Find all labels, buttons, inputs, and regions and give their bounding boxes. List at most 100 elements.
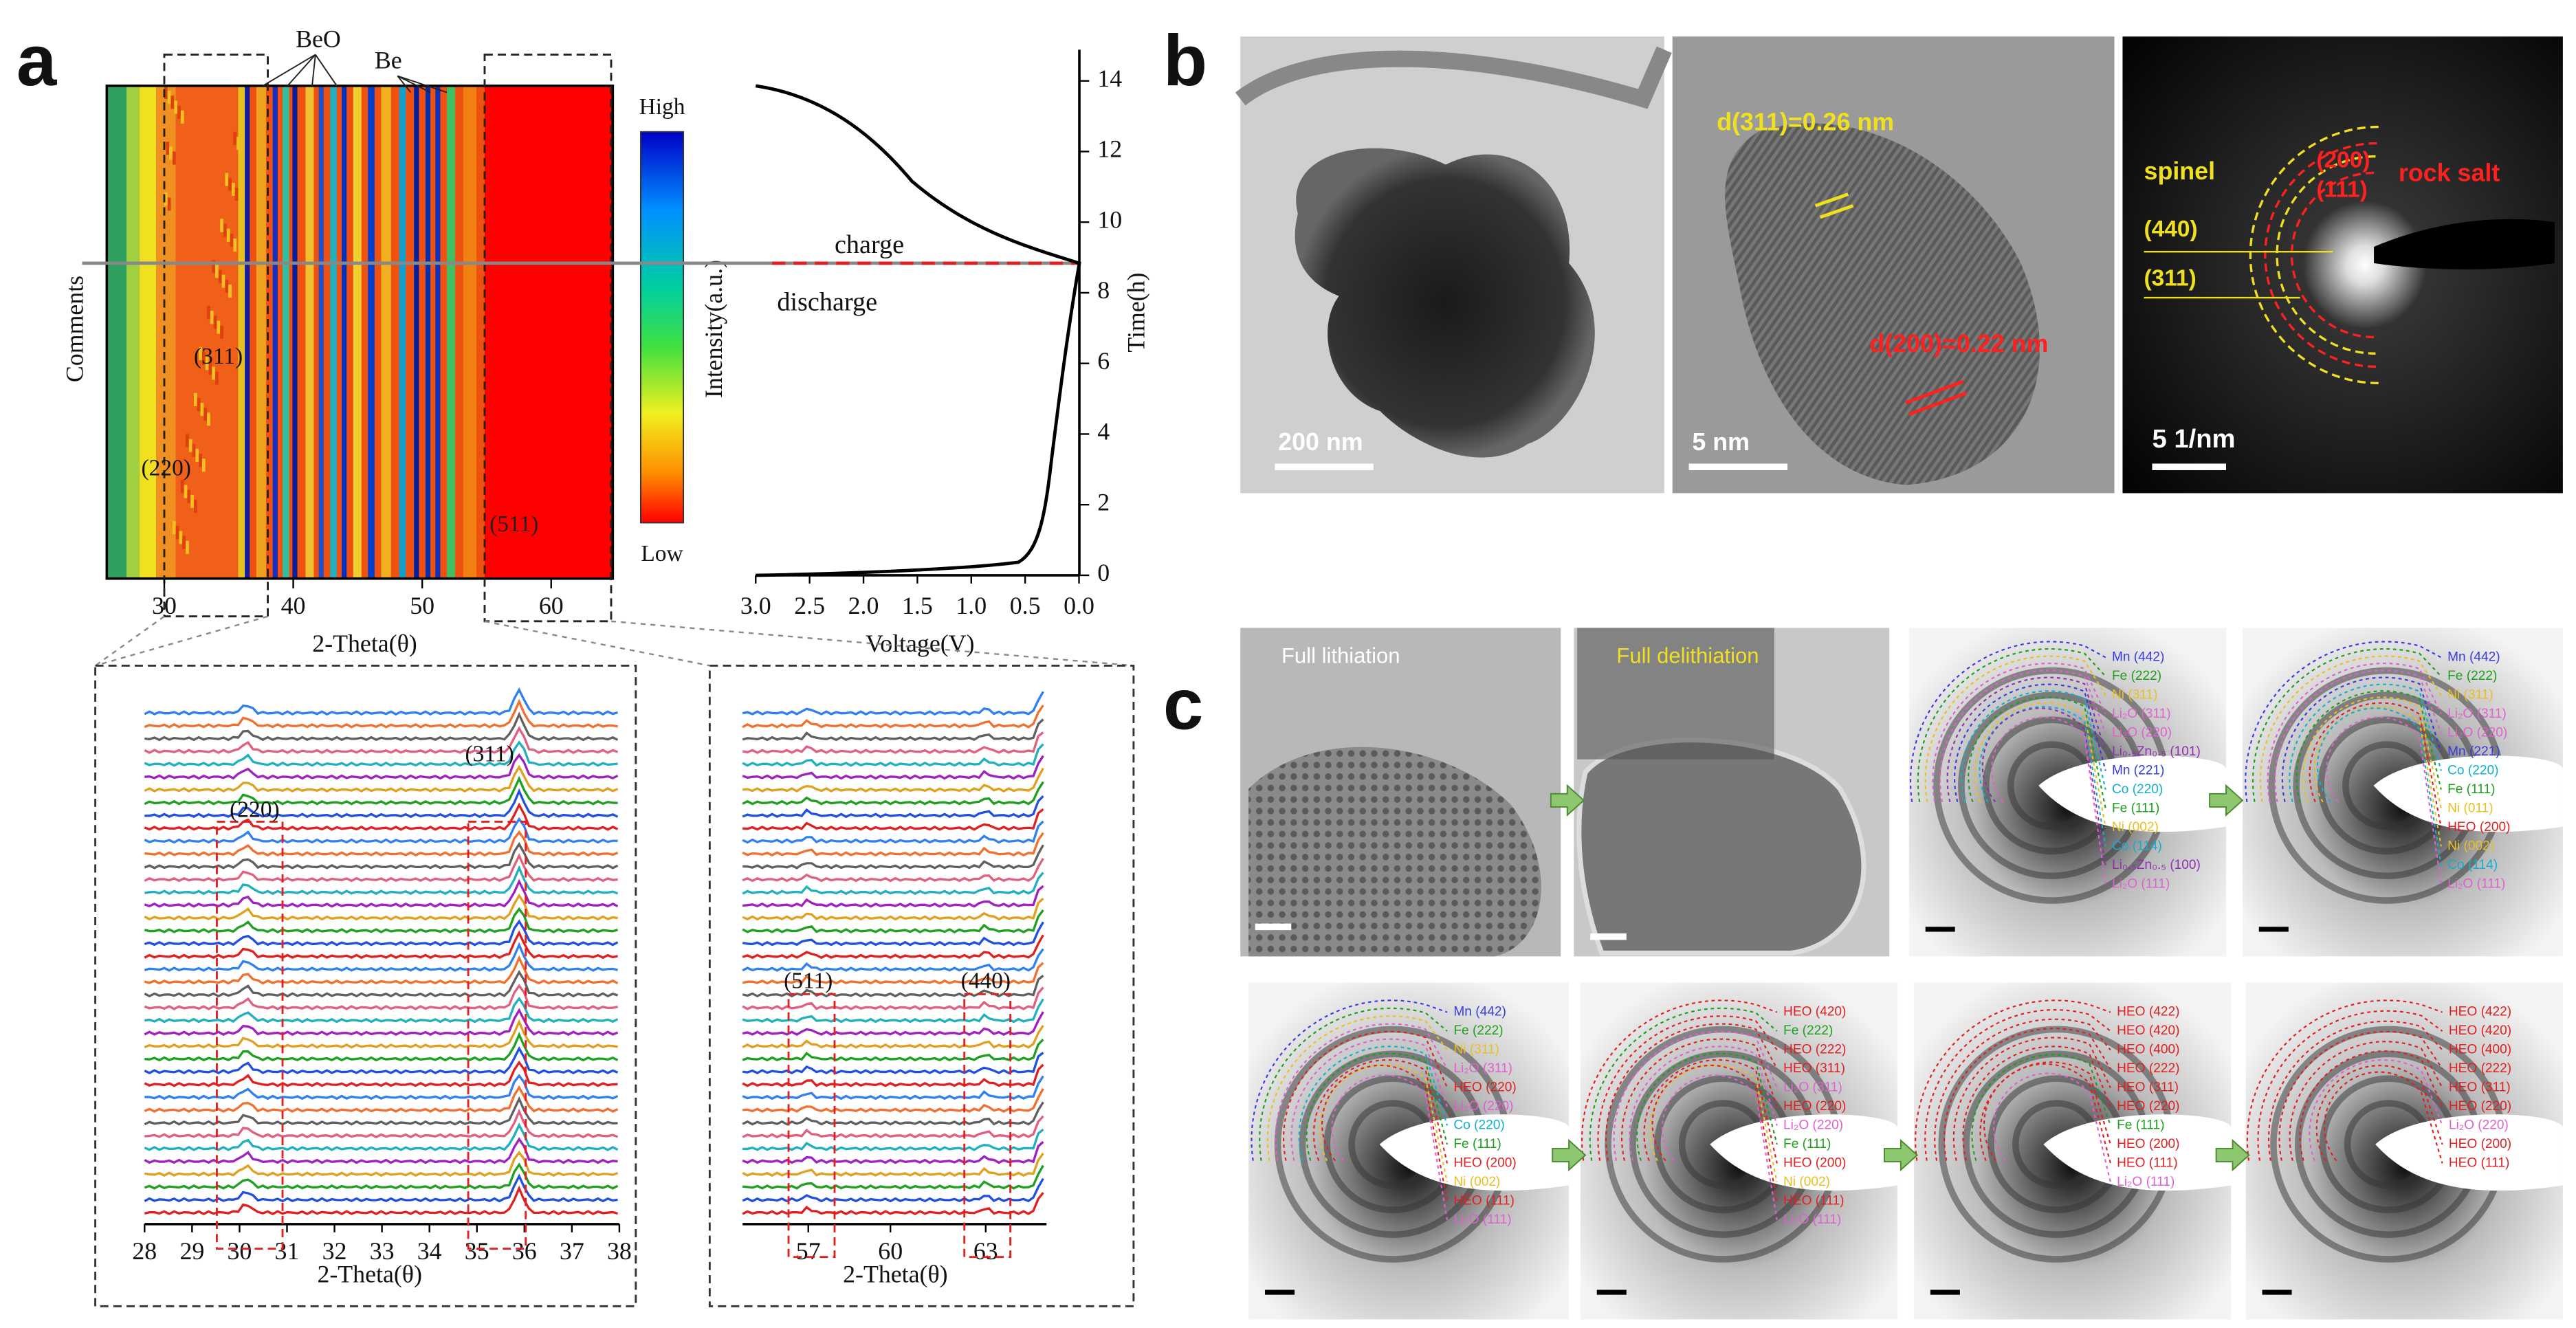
diffraction-index: HEO (422) bbox=[2449, 1005, 2511, 1019]
scale-bar bbox=[1255, 923, 1292, 931]
heatmap-stripe bbox=[256, 85, 267, 579]
diffraction-index: HEO (111) bbox=[2449, 1156, 2510, 1171]
diffraction-index: HEO (222) bbox=[2117, 1061, 2179, 1076]
y-tick-label: 0 bbox=[1097, 559, 1110, 586]
heatmap-speckle bbox=[188, 439, 192, 452]
label: d(311)=0.26 nm bbox=[1717, 108, 1894, 135]
xrd-trace bbox=[742, 1039, 1044, 1062]
xrd-trace bbox=[144, 764, 619, 793]
x-tick-label: 34 bbox=[417, 1237, 442, 1265]
annotation-arrow bbox=[397, 75, 448, 93]
label: High bbox=[639, 94, 685, 120]
diffraction-index: Ni (002) bbox=[2112, 820, 2159, 834]
diffraction-index: Co (114) bbox=[2447, 858, 2498, 872]
diffraction-index: Li₂O (220) bbox=[2449, 1118, 2509, 1133]
y-tick-label: 4 bbox=[1097, 418, 1110, 445]
indexing-arc bbox=[1651, 1064, 1778, 1202]
xrd-trace bbox=[144, 1137, 618, 1164]
xrd-trace bbox=[144, 1060, 618, 1087]
xrd-trace bbox=[144, 1150, 619, 1177]
diffraction-index: HEO (220) bbox=[1783, 1099, 1846, 1114]
diffraction-ring bbox=[2264, 142, 2377, 368]
label: (440) bbox=[961, 968, 1011, 993]
xrd-trace bbox=[742, 808, 1044, 831]
dashed-box bbox=[483, 53, 613, 623]
xrd-trace bbox=[742, 948, 1044, 972]
panel-label: a bbox=[16, 21, 58, 101]
heatmap-stripe bbox=[283, 85, 289, 579]
diffraction-index: HEO (311) bbox=[2117, 1081, 2179, 1095]
indexing-arc bbox=[1968, 696, 2106, 809]
heatmap-stripe bbox=[414, 85, 419, 579]
x-tick-label: 0.5 bbox=[1010, 592, 1041, 619]
xrd-trace bbox=[742, 858, 1044, 883]
heatmap-speckle bbox=[207, 306, 210, 320]
diffraction-index: HEO (111) bbox=[2117, 1156, 2178, 1171]
y-tick-label: 14 bbox=[1097, 65, 1122, 92]
xrd-trace bbox=[742, 1115, 1044, 1139]
dashed-box bbox=[787, 993, 836, 1259]
indexing-arc bbox=[1917, 648, 2106, 802]
indexing-arc bbox=[1649, 1064, 1778, 1183]
diffraction-index: Fe (111) bbox=[2447, 782, 2495, 797]
x-tick-label: 28 bbox=[132, 1237, 157, 1265]
x-tick-label: 30 bbox=[227, 1237, 252, 1265]
heatmap-stripe bbox=[435, 85, 441, 579]
heatmap-stripe bbox=[175, 85, 239, 579]
panel-label: b bbox=[1163, 21, 1207, 101]
xrd-trace bbox=[742, 844, 1044, 870]
heatmap-speckle bbox=[236, 136, 240, 151]
diffraction-index: HEO (200) bbox=[1453, 1156, 1516, 1171]
heatmap-speckle bbox=[199, 454, 202, 467]
indexing-arc bbox=[1613, 1030, 1778, 1161]
indexing-arc bbox=[1661, 1074, 1778, 1221]
heatmap-stripe bbox=[126, 85, 140, 579]
heatmap-speckle bbox=[164, 85, 168, 99]
diffraction-index: Mn (221) bbox=[2112, 763, 2164, 777]
xrd-trace bbox=[742, 1177, 1044, 1203]
indexing-arc bbox=[2316, 707, 2442, 865]
label: Full delithiation bbox=[1616, 644, 1759, 668]
heatmap-speckle bbox=[215, 265, 219, 278]
diffraction-index: Li₂O (220) bbox=[1453, 1099, 1513, 1114]
heatmap-speckle bbox=[207, 412, 210, 426]
indexing-arc bbox=[1946, 676, 2106, 802]
heatmap-speckle bbox=[174, 100, 178, 114]
arrow bbox=[1883, 1138, 1919, 1172]
xrd-trace bbox=[144, 687, 618, 716]
beam-stopper bbox=[2375, 1114, 2563, 1191]
xrd-trace bbox=[742, 755, 1044, 780]
indexing-arc bbox=[1275, 1023, 1449, 1161]
heatmap-stripe bbox=[245, 85, 250, 579]
xrd-trace bbox=[144, 907, 618, 933]
diffraction-index: Co (220) bbox=[1453, 1118, 1504, 1133]
y-tick-label: 6 bbox=[1097, 347, 1110, 375]
indexing-arc bbox=[2309, 1059, 2443, 1162]
xrd-trace bbox=[742, 1087, 1044, 1113]
heatmap-stripe bbox=[425, 85, 431, 579]
heatmap-speckle bbox=[226, 228, 230, 242]
diffraction-index: HEO (420) bbox=[2117, 1023, 2179, 1038]
heatmap-speckle bbox=[197, 397, 201, 411]
indexing-arc bbox=[1993, 1072, 2111, 1183]
arrow bbox=[2209, 784, 2244, 817]
indexing-arc bbox=[1934, 1018, 2111, 1161]
diffraction-index: HEO (400) bbox=[2449, 1043, 2511, 1057]
x-tick-label: 31 bbox=[275, 1237, 300, 1265]
heatmap-speckle bbox=[190, 494, 194, 508]
xrd-trace bbox=[742, 986, 1044, 1010]
diffraction-index: Ni (002) bbox=[1783, 1175, 1830, 1189]
heatmap-speckle bbox=[193, 500, 197, 513]
xrd-trace bbox=[144, 1122, 619, 1151]
indexing-arc bbox=[2299, 1050, 2443, 1161]
diffraction-index: Ni (311) bbox=[2112, 687, 2158, 702]
xrd-trace bbox=[144, 1074, 619, 1100]
heatmap-stripe bbox=[463, 85, 477, 579]
label: (220) bbox=[142, 456, 191, 481]
heatmap-speckle bbox=[180, 480, 184, 494]
diffraction-index: HEO (422) bbox=[2117, 1005, 2179, 1019]
diffraction-index: Ni (311) bbox=[2447, 687, 2494, 702]
xrd-trace bbox=[144, 1096, 618, 1126]
diffraction-index: Li₂O (311) bbox=[2447, 707, 2507, 721]
scale-bar bbox=[1930, 1290, 1960, 1295]
